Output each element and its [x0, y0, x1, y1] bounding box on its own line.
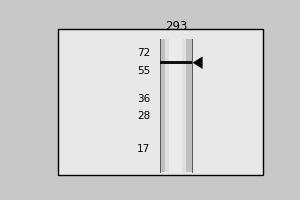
Polygon shape: [193, 57, 202, 69]
Bar: [58, 29, 263, 175]
Text: 293: 293: [165, 20, 187, 33]
Text: 72: 72: [137, 48, 150, 58]
Bar: [160, 61, 192, 64]
Text: 55: 55: [137, 66, 150, 76]
Text: 28: 28: [137, 111, 150, 121]
Text: 17: 17: [137, 144, 150, 154]
Bar: [165, 39, 186, 172]
Bar: [169, 39, 182, 172]
Text: 36: 36: [137, 94, 150, 104]
Bar: [160, 39, 192, 172]
